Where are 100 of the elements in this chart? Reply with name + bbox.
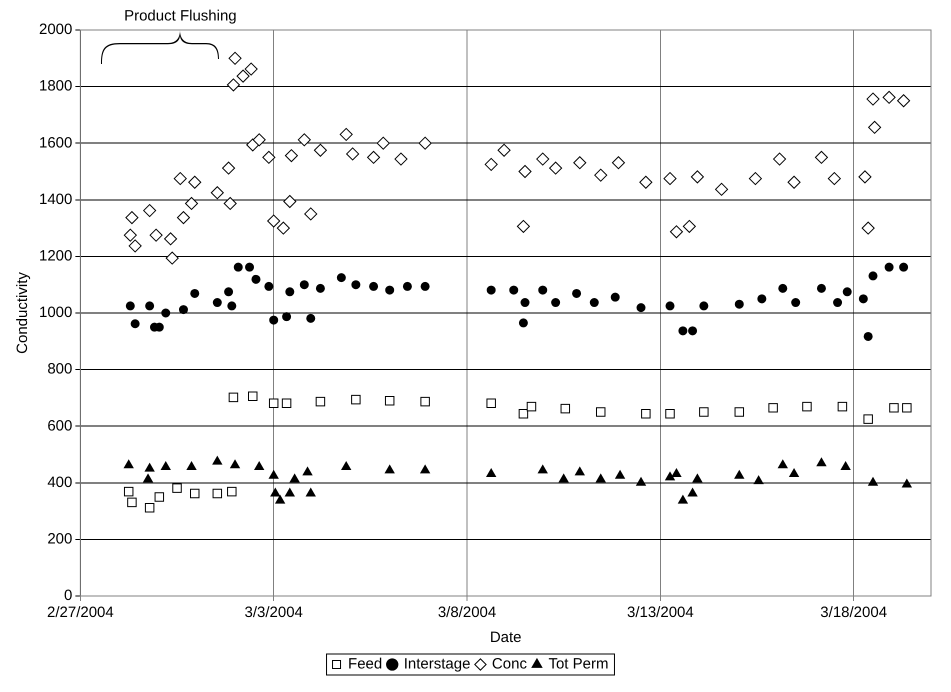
- point: [210, 186, 224, 200]
- point: [828, 172, 841, 186]
- point: [212, 488, 222, 498]
- point: [394, 152, 408, 166]
- point: [486, 468, 496, 478]
- point: [516, 220, 530, 233]
- point: [418, 136, 432, 150]
- point: [227, 301, 236, 310]
- point: [518, 318, 528, 328]
- legend-label: Feed: [348, 656, 382, 673]
- point: [734, 300, 744, 309]
- point: [284, 488, 295, 497]
- point: [596, 407, 606, 417]
- point: [252, 133, 266, 146]
- point: [757, 294, 766, 304]
- point: [285, 287, 294, 296]
- point: [384, 464, 395, 474]
- y-axis-title: Conductivity: [14, 272, 32, 354]
- point: [234, 262, 243, 272]
- point: [188, 176, 202, 189]
- point: [788, 176, 801, 189]
- point: [306, 314, 316, 323]
- point: [486, 286, 496, 295]
- point: [351, 394, 361, 404]
- point: [336, 273, 346, 282]
- point: [526, 402, 536, 412]
- point: [160, 461, 171, 470]
- point: [899, 262, 908, 272]
- point: [688, 488, 698, 497]
- point: [128, 239, 142, 252]
- point: [270, 488, 280, 497]
- point: [300, 280, 309, 290]
- point: [125, 211, 138, 224]
- y-tick-label: 0: [64, 587, 72, 604]
- point: [176, 211, 190, 224]
- point: [130, 319, 140, 328]
- point: [858, 170, 872, 184]
- point: [186, 461, 196, 470]
- point: [178, 305, 188, 314]
- point: [665, 472, 675, 480]
- point: [283, 195, 296, 208]
- point: [144, 502, 154, 512]
- point: [124, 460, 134, 468]
- point: [127, 498, 137, 508]
- point: [866, 92, 880, 106]
- point: [376, 136, 390, 150]
- point: [868, 477, 878, 486]
- point: [889, 403, 899, 413]
- point: [636, 477, 646, 486]
- point: [166, 252, 179, 265]
- point: [420, 464, 430, 474]
- point: [520, 298, 530, 308]
- point: [486, 398, 496, 408]
- point: [692, 474, 702, 482]
- x-tick-label: 2/27/2004: [47, 604, 114, 622]
- point: [264, 282, 274, 291]
- point: [248, 391, 258, 401]
- point: [340, 128, 353, 141]
- point: [778, 284, 788, 293]
- y-tick-label: 1400: [38, 190, 72, 208]
- point: [773, 152, 786, 166]
- point: [842, 287, 852, 296]
- point: [666, 301, 675, 310]
- point: [267, 214, 280, 228]
- point: [884, 262, 894, 272]
- point: [212, 298, 222, 308]
- point: [641, 409, 651, 418]
- point: [868, 271, 878, 280]
- x-axis-title: Date: [490, 629, 522, 646]
- point: [551, 298, 560, 308]
- point: [269, 316, 278, 325]
- point: [699, 301, 708, 310]
- point: [384, 396, 394, 406]
- point: [314, 144, 327, 157]
- x-tick-label: 3/18/2004: [820, 604, 888, 622]
- point: [664, 172, 677, 186]
- point: [251, 274, 260, 284]
- point: [734, 407, 744, 417]
- point: [302, 466, 312, 476]
- point: [615, 470, 625, 479]
- point: [748, 172, 762, 186]
- point: [222, 162, 236, 175]
- y-tick-label: 1200: [38, 248, 72, 265]
- point: [161, 308, 170, 318]
- point: [838, 402, 848, 412]
- point: [282, 312, 292, 322]
- point: [346, 147, 360, 160]
- y-tick-label: 400: [47, 474, 72, 491]
- point: [228, 392, 238, 402]
- point: [639, 176, 652, 189]
- point: [862, 222, 875, 235]
- point: [254, 461, 264, 470]
- point: [290, 474, 300, 482]
- x-tick-label: 3/8/2004: [438, 604, 496, 622]
- point: [734, 470, 744, 479]
- point: [316, 396, 326, 406]
- point: [688, 326, 698, 336]
- point: [590, 298, 599, 308]
- point: [124, 486, 134, 496]
- point: [791, 298, 800, 308]
